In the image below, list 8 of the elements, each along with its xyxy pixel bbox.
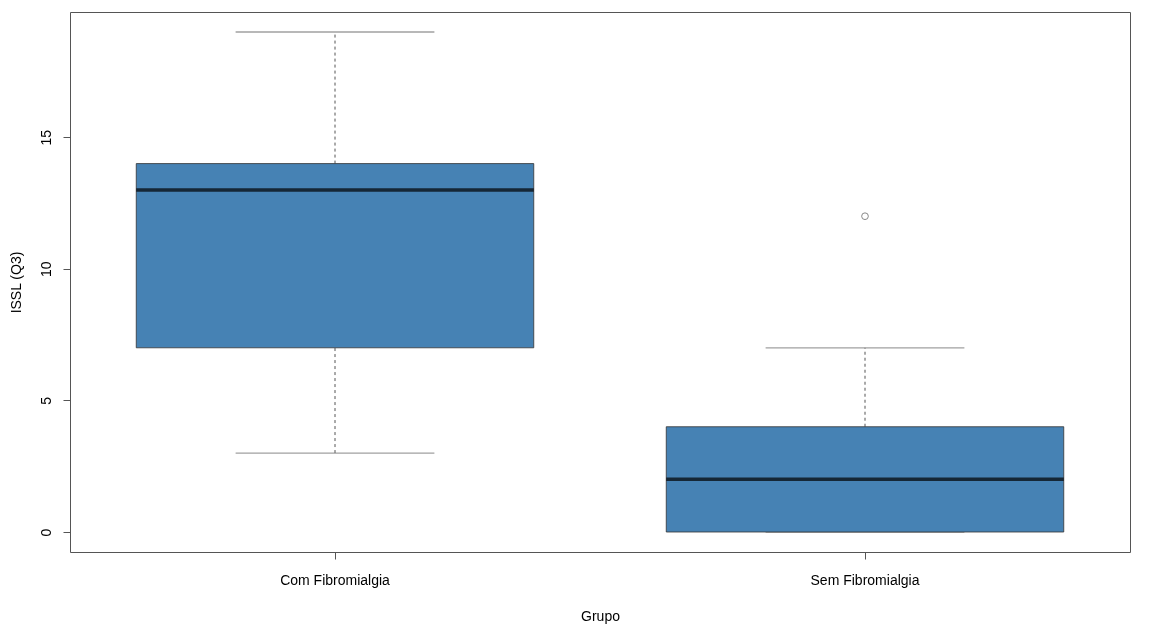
y-tick-label: 15 xyxy=(37,129,54,146)
x-tick-label: Com Fibromialgia xyxy=(280,571,391,588)
y-tick-label: 5 xyxy=(37,396,54,405)
y-tick-label: 10 xyxy=(37,261,54,278)
y-axis-title: ISSL (Q3) xyxy=(7,251,24,314)
y-tick-label: 0 xyxy=(37,528,54,537)
x-axis-title: Grupo xyxy=(581,607,621,624)
x-tick-label: Sem Fibromialgia xyxy=(810,571,920,588)
